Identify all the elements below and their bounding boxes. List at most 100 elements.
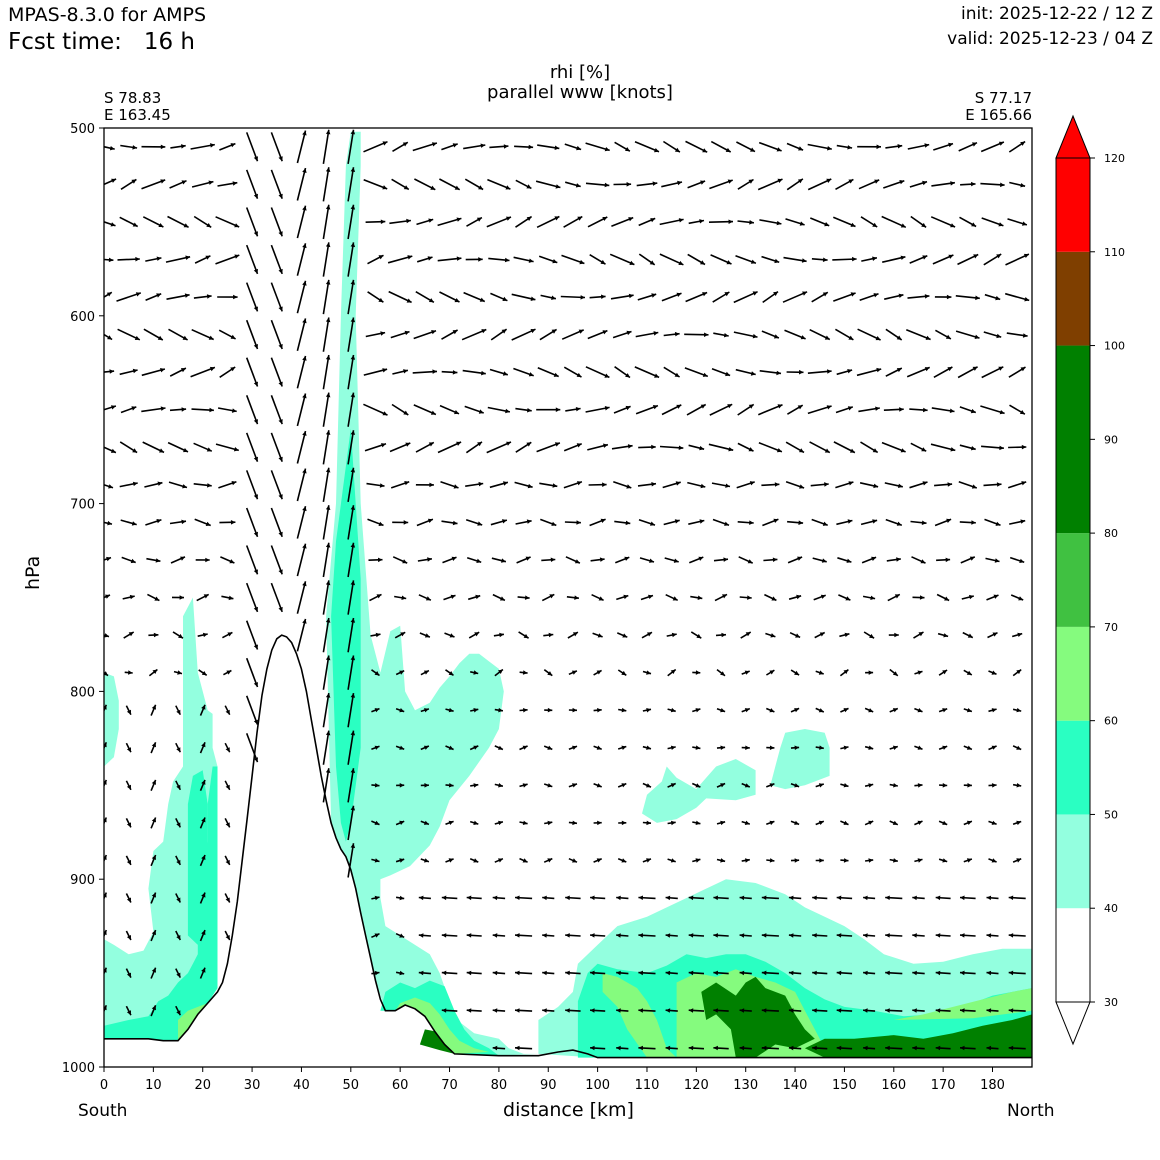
wind-vector [465,481,484,487]
wind-vector [145,256,162,262]
wind-vector [641,631,653,639]
wind-vector [858,406,880,413]
wind-vector [761,933,779,938]
wind-vector [860,216,878,228]
wind-vector [148,668,158,677]
wind-vector [195,557,210,563]
wind-vector [441,520,458,526]
wind-vector [914,745,923,750]
wind-vector [1010,594,1024,601]
y-tick-label: 500 [70,122,95,137]
wind-vector [709,179,733,190]
wind-vector [441,895,458,901]
wind-vector [684,332,709,337]
rh-region-80-17 [701,976,815,1058]
wind-vector [245,432,259,462]
wind-vector [511,328,536,341]
wind-vector [347,805,356,841]
end-longitude: E 165.66 [965,106,1032,124]
wind-vector [662,481,681,489]
wind-vector [688,219,705,225]
wind-vector [1008,140,1026,153]
wind-vector [617,782,627,788]
rh-region-60-15 [893,988,1032,1020]
wind-vector [392,369,409,375]
wind-vector [1012,668,1022,677]
wind-vector [913,631,924,639]
wind-vector [741,820,751,825]
wind-vector [590,1045,606,1051]
wind-vector [933,142,954,151]
wind-vector [515,179,532,190]
wind-vector [367,518,384,527]
wind-vector [565,970,581,976]
wind-vector [959,520,976,525]
wind-vector [245,582,259,613]
wind-vector [834,328,854,341]
wind-vector [514,1008,533,1013]
wind-vector [663,366,681,378]
wind-vector [416,218,434,226]
wind-vector [692,670,701,675]
wind-vector [565,933,581,938]
wind-vector [444,632,455,638]
wind-vector [963,669,973,676]
forecast-time-label: Fcst time: [8,29,122,55]
wind-vector [716,668,726,677]
wind-vector [141,179,166,190]
wind-vector [215,254,240,265]
wind-vector [716,745,726,750]
wind-vector [590,1008,606,1013]
wind-vector [912,970,925,976]
wind-vector [463,291,486,303]
wind-vector [470,670,479,675]
colorbar-tick-label: 80 [1104,527,1118,540]
wind-vector [856,367,882,377]
colorbar-tick-label: 40 [1104,902,1118,915]
wind-vector [125,818,132,828]
wind-vector [587,329,608,340]
wind-vector [270,169,283,199]
wind-vector [884,482,903,488]
wind-vector [833,441,856,454]
wind-vector [193,442,213,452]
wind-vector [1006,332,1028,338]
wind-vector [836,1045,853,1051]
wind-vector [518,631,530,639]
wind-vector [889,668,899,677]
wind-vector [807,369,832,374]
wind-vector [741,670,750,675]
wind-vector [347,279,356,315]
wind-vector [296,581,307,614]
wind-vector [371,820,380,826]
colorbar-tick-label: 120 [1104,152,1125,165]
wind-vector [461,328,487,341]
wind-vector [245,319,259,350]
wind-vector [907,294,930,299]
wind-vector [445,783,454,788]
wind-vector [811,257,828,262]
wind-vector [765,707,775,713]
wind-vector [883,179,905,189]
x-tick-label: 150 [832,1078,857,1093]
wind-vector [150,779,157,792]
wind-vector [885,933,903,938]
wind-vector [120,406,137,414]
wind-vector [494,668,504,677]
wind-vector [245,507,259,538]
wind-vector [150,704,157,716]
wind-vector [712,291,730,303]
wind-vector [617,858,627,863]
wind-vector [906,366,931,378]
wind-vector [536,215,560,229]
wind-vector [150,929,157,942]
init-time: init: 2025-12-22 / 12 Z [960,4,1153,24]
wind-vector [667,707,676,713]
wind-vector [667,782,677,788]
wind-vector [661,292,682,302]
wind-vector [370,632,381,638]
x-tick-label: 30 [244,1078,261,1093]
wind-vector [938,707,948,713]
wind-vector [785,218,805,226]
wind-vector [217,407,237,413]
